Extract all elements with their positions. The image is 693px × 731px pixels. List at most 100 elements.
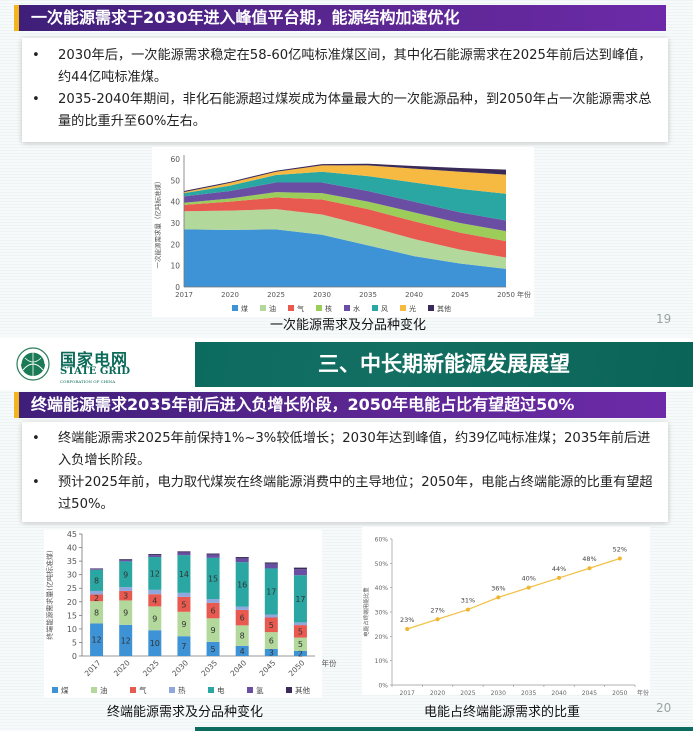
slide20-title: 终端能源需求2035年前后进入负增长阶段，2050年电能占比有望超过50% — [14, 392, 666, 418]
legend-swatch — [372, 305, 378, 311]
bar-segment — [293, 650, 307, 656]
bar-segment — [206, 618, 220, 642]
line-data-label: 44% — [552, 565, 566, 573]
bar-segment — [148, 589, 162, 595]
bar-segment — [293, 637, 307, 651]
slide19-bullet-box: • 2030年后，一次能源需求稳定在58-60亿吨标准煤区间，其中化石能源需求在… — [22, 38, 668, 142]
x-tick-label: 2045 — [582, 690, 597, 697]
electricity-share-line-chart: 0% 10% 20% 30% 40% 50% 60% 23% 27% 31% 36% 40% 44% 48… — [362, 537, 649, 698]
line-chart-panel — [362, 527, 650, 695]
bar-data-label: 9 — [152, 614, 157, 623]
bar-segment — [293, 622, 307, 626]
bar-segment — [119, 624, 133, 656]
slide20-bullet-box: • 终端能源需求2025年前保持1%~3%较低增长；2030年达到峰值，约39亿… — [22, 422, 668, 522]
y-tick-label: 20% — [375, 634, 389, 641]
x-tick-label: 2040 — [551, 690, 566, 697]
bar-segment — [119, 590, 133, 601]
bar-data-label: 9 — [181, 620, 186, 629]
x-tick-label: 2025 — [460, 690, 475, 697]
bar-segment — [148, 630, 162, 656]
legend-swatch — [130, 687, 136, 693]
bar-segment — [90, 601, 104, 624]
line-point — [587, 566, 592, 571]
bullet-text: 预计2025年前，电力取代煤炭在终端能源消费中的主导地位；2050年，电能占终端… — [58, 475, 653, 512]
y-tick-label: 0% — [378, 683, 388, 690]
bullet-marker: • — [32, 48, 40, 63]
y-tick-label: 15 — [67, 611, 77, 620]
y-tick-label: 40 — [170, 198, 180, 207]
bar-segment — [90, 590, 104, 595]
line-point — [496, 595, 501, 600]
legend-swatch — [400, 305, 406, 311]
bar-segment — [148, 557, 162, 590]
bar-data-label: 4 — [152, 596, 157, 605]
legend-swatch — [208, 687, 214, 693]
bar-data-label: 4 — [240, 647, 245, 656]
bullet-text: 终端能源需求2025年前保持1%~3%较低增长；2030年达到峰值，约39亿吨标… — [58, 431, 651, 468]
y-tick-label: 40 — [67, 544, 77, 553]
bar-segment — [177, 596, 191, 612]
bar-segment — [264, 563, 278, 569]
bar-data-label: 2 — [94, 594, 99, 603]
bar-segment — [119, 600, 133, 625]
page-number: 19 — [656, 312, 672, 326]
bar-segment — [206, 641, 220, 656]
bar-segment — [235, 558, 249, 563]
bar-segment — [293, 625, 307, 638]
bar-segment — [90, 594, 104, 602]
bar-segment — [177, 592, 191, 597]
bar-data-label: 12 — [150, 569, 160, 578]
bar-data-label: 2 — [298, 649, 303, 658]
bullet-marker: • — [32, 431, 40, 446]
slide19-title: 一次能源需求于2030年进入峰值平台期，能源结构加速优化 — [14, 5, 666, 31]
bar-segment — [148, 594, 162, 607]
y-tick-label: 20 — [170, 240, 180, 249]
y-tick-label: 10 — [170, 262, 180, 271]
bar-data-label: 6 — [211, 607, 216, 616]
x-tick-label: 2040 — [228, 658, 248, 678]
bar-data-label: 7 — [181, 642, 186, 651]
bar-data-label: 8 — [94, 576, 99, 585]
bar-segment — [177, 551, 191, 553]
bar-segment — [235, 557, 249, 559]
legend-swatch — [91, 687, 97, 693]
legend-swatch — [52, 687, 58, 693]
bar-segment — [90, 569, 104, 591]
y-tick-label: 10 — [67, 625, 77, 634]
area-series-5 — [184, 171, 506, 221]
bullet-item: • 2030年后，一次能源需求稳定在58-60亿吨标准煤区间，其中化石能源需求在… — [32, 45, 660, 89]
bullet-marker: • — [32, 92, 40, 107]
x-tick-label: 2050 — [497, 291, 515, 299]
bar-data-label: 5 — [298, 640, 303, 649]
bar-data-label: 9 — [123, 609, 128, 618]
bar-data-label: 10 — [150, 639, 160, 648]
state-grid-logo-icon — [16, 347, 50, 381]
bar-data-label: 17 — [295, 595, 305, 604]
bar-data-label: 3 — [269, 648, 274, 657]
x-axis-label: 年份 — [637, 689, 649, 697]
y-tick-label: 30% — [375, 610, 389, 617]
bar-segment — [90, 568, 104, 570]
bar-segment — [235, 625, 249, 646]
x-tick-label: 2025 — [141, 658, 161, 678]
page-number: 20 — [656, 701, 672, 715]
bar-data-label: 12 — [121, 636, 131, 645]
x-tick-label: 2035 — [359, 291, 377, 299]
legend-label: 风 — [381, 305, 388, 313]
line-data-label: 40% — [521, 575, 535, 583]
y-tick-label: 50 — [170, 176, 180, 185]
bullet-item: • 预计2025年前，电力取代煤炭在终端能源消费中的主导地位；2050年，电能占… — [32, 472, 660, 516]
y-tick-label: 60 — [170, 155, 180, 164]
line-data-label: 36% — [491, 584, 505, 592]
line-point — [465, 607, 470, 612]
line-point — [435, 617, 440, 622]
y-tick-label: 5 — [72, 638, 77, 647]
x-tick-label: 2035 — [199, 658, 219, 678]
legend-label: 煤 — [241, 304, 248, 313]
x-axis-label: 年份 — [322, 658, 337, 668]
bar-data-label: 14 — [179, 570, 189, 579]
x-tick-label: 2035 — [521, 690, 536, 697]
area-series-7 — [184, 163, 506, 193]
bar-data-label: 16 — [237, 580, 247, 589]
x-tick-label: 2050 — [287, 658, 307, 678]
